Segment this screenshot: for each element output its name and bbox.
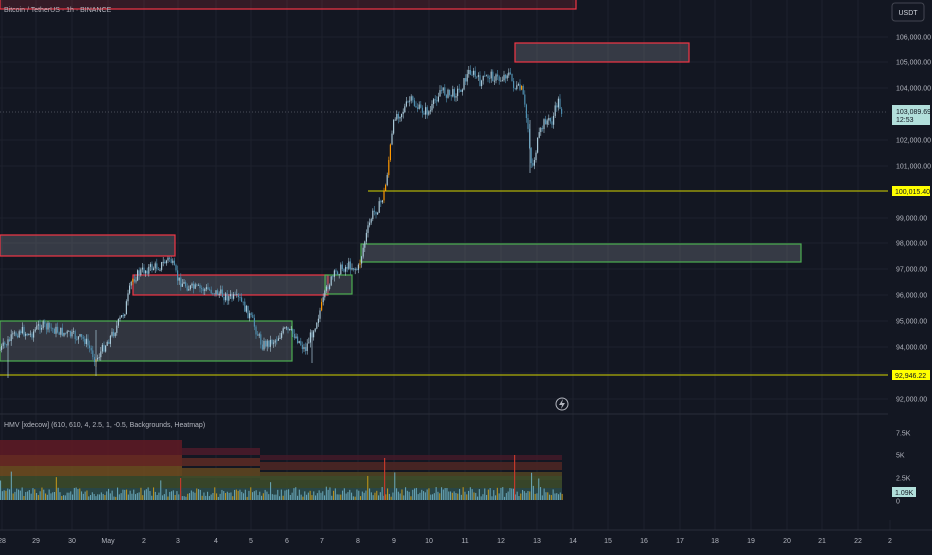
time-label: 2 [888, 538, 892, 545]
time-label: 3 [176, 538, 180, 545]
time-label: 2 [142, 538, 146, 545]
time-label: 12 [497, 538, 505, 545]
price-tick: 98,000.00 [896, 241, 927, 248]
level-upper-value: 100,015.40 [895, 189, 930, 196]
time-label: 19 [747, 538, 755, 545]
price-tick: 105,000.00 [896, 60, 931, 67]
time-label: 22 [854, 538, 862, 545]
price-tick: 101,000.00 [896, 164, 931, 171]
time-labels: 28 29 30 May 2 3 4 5 6 7 8 9 10 11 12 13 14 15 16 17 18 19 20 2… [0, 538, 892, 545]
symbol-title: Bitcoin / TetherUS · 1h · BINANCE [4, 7, 112, 14]
time-label: 10 [425, 538, 433, 545]
time-label: 15 [604, 538, 612, 545]
price-tick: 95,000.00 [896, 319, 927, 326]
price-tick-labels: 106,000.00 105,000.00 104,000.00 102,000.00… [896, 35, 931, 404]
demand-zone-right[interactable] [360, 243, 802, 263]
time-label: 4 [214, 538, 218, 545]
supply-zone-left[interactable] [0, 234, 176, 257]
indicator-tick: 7.5K [896, 431, 911, 438]
time-label: 18 [711, 538, 719, 545]
lightning-icon[interactable] [555, 397, 569, 411]
time-label: 21 [818, 538, 826, 545]
indicator-value: 1.09K [895, 490, 914, 497]
supply-zone-top[interactable] [0, 0, 577, 10]
level-lower-value: 92,946.22 [895, 373, 926, 380]
time-label: 14 [569, 538, 577, 545]
price-tick: 102,000.00 [896, 138, 931, 145]
time-label: 7 [320, 538, 324, 545]
time-label: 5 [249, 538, 253, 545]
price-tick: 92,000.00 [896, 397, 927, 404]
indicator-tick-labels: 7.5K 5K 2.5K 0 [896, 431, 911, 506]
current-price-value: 103,089.69 [896, 109, 931, 116]
level-lower-label [892, 370, 930, 380]
price-tick: 104,000.00 [896, 86, 931, 93]
time-label: 11 [461, 538, 468, 545]
time-label: May [101, 538, 115, 545]
indicator-tick: 2.5K [896, 476, 911, 483]
time-label: 28 [0, 538, 6, 545]
price-tick: 97,000.00 [896, 267, 927, 274]
price-tick: 96,000.00 [896, 293, 927, 300]
time-label: 29 [32, 538, 40, 545]
zones-layer [0, 0, 888, 376]
demand-zone-small[interactable] [324, 274, 353, 295]
price-tick: 106,000.00 [896, 35, 931, 42]
time-label: 13 [533, 538, 541, 545]
indicator-tick: 5K [896, 453, 905, 460]
price-axis[interactable]: USDT 106,000.00 105,000.00 104,000.00 102,0… [888, 0, 932, 520]
current-price-label [892, 105, 930, 125]
demand-zone-left[interactable] [0, 320, 293, 362]
time-label: 16 [640, 538, 648, 545]
time-label: 8 [356, 538, 360, 545]
indicator-value-label [892, 487, 916, 497]
price-tick: 94,000.00 [896, 345, 927, 352]
time-axis[interactable]: 28 29 30 May 2 3 4 5 6 7 8 9 10 11 12 13 14 15 16 17 18 19 20 2… [0, 529, 932, 545]
time-label: 17 [676, 538, 684, 545]
price-candles [0, 65, 563, 378]
indicator-title[interactable]: HMV [xdecow] (610, 610, 4, 2.5, 1, -0.5,… [4, 422, 205, 429]
time-label: 30 [68, 538, 76, 545]
time-label: 9 [392, 538, 396, 545]
volume-bars [0, 455, 563, 500]
time-label: 6 [285, 538, 289, 545]
currency-button-label: USDT [898, 10, 918, 17]
indicator-tick: 0 [896, 499, 900, 506]
time-label: 20 [783, 538, 791, 545]
currency-button[interactable] [891, 2, 925, 22]
level-upper-label [892, 186, 930, 196]
price-tick: 99,000.00 [896, 216, 927, 223]
supply-zone-upper-right[interactable] [514, 42, 690, 63]
candle-countdown: 12:53 [896, 117, 914, 124]
